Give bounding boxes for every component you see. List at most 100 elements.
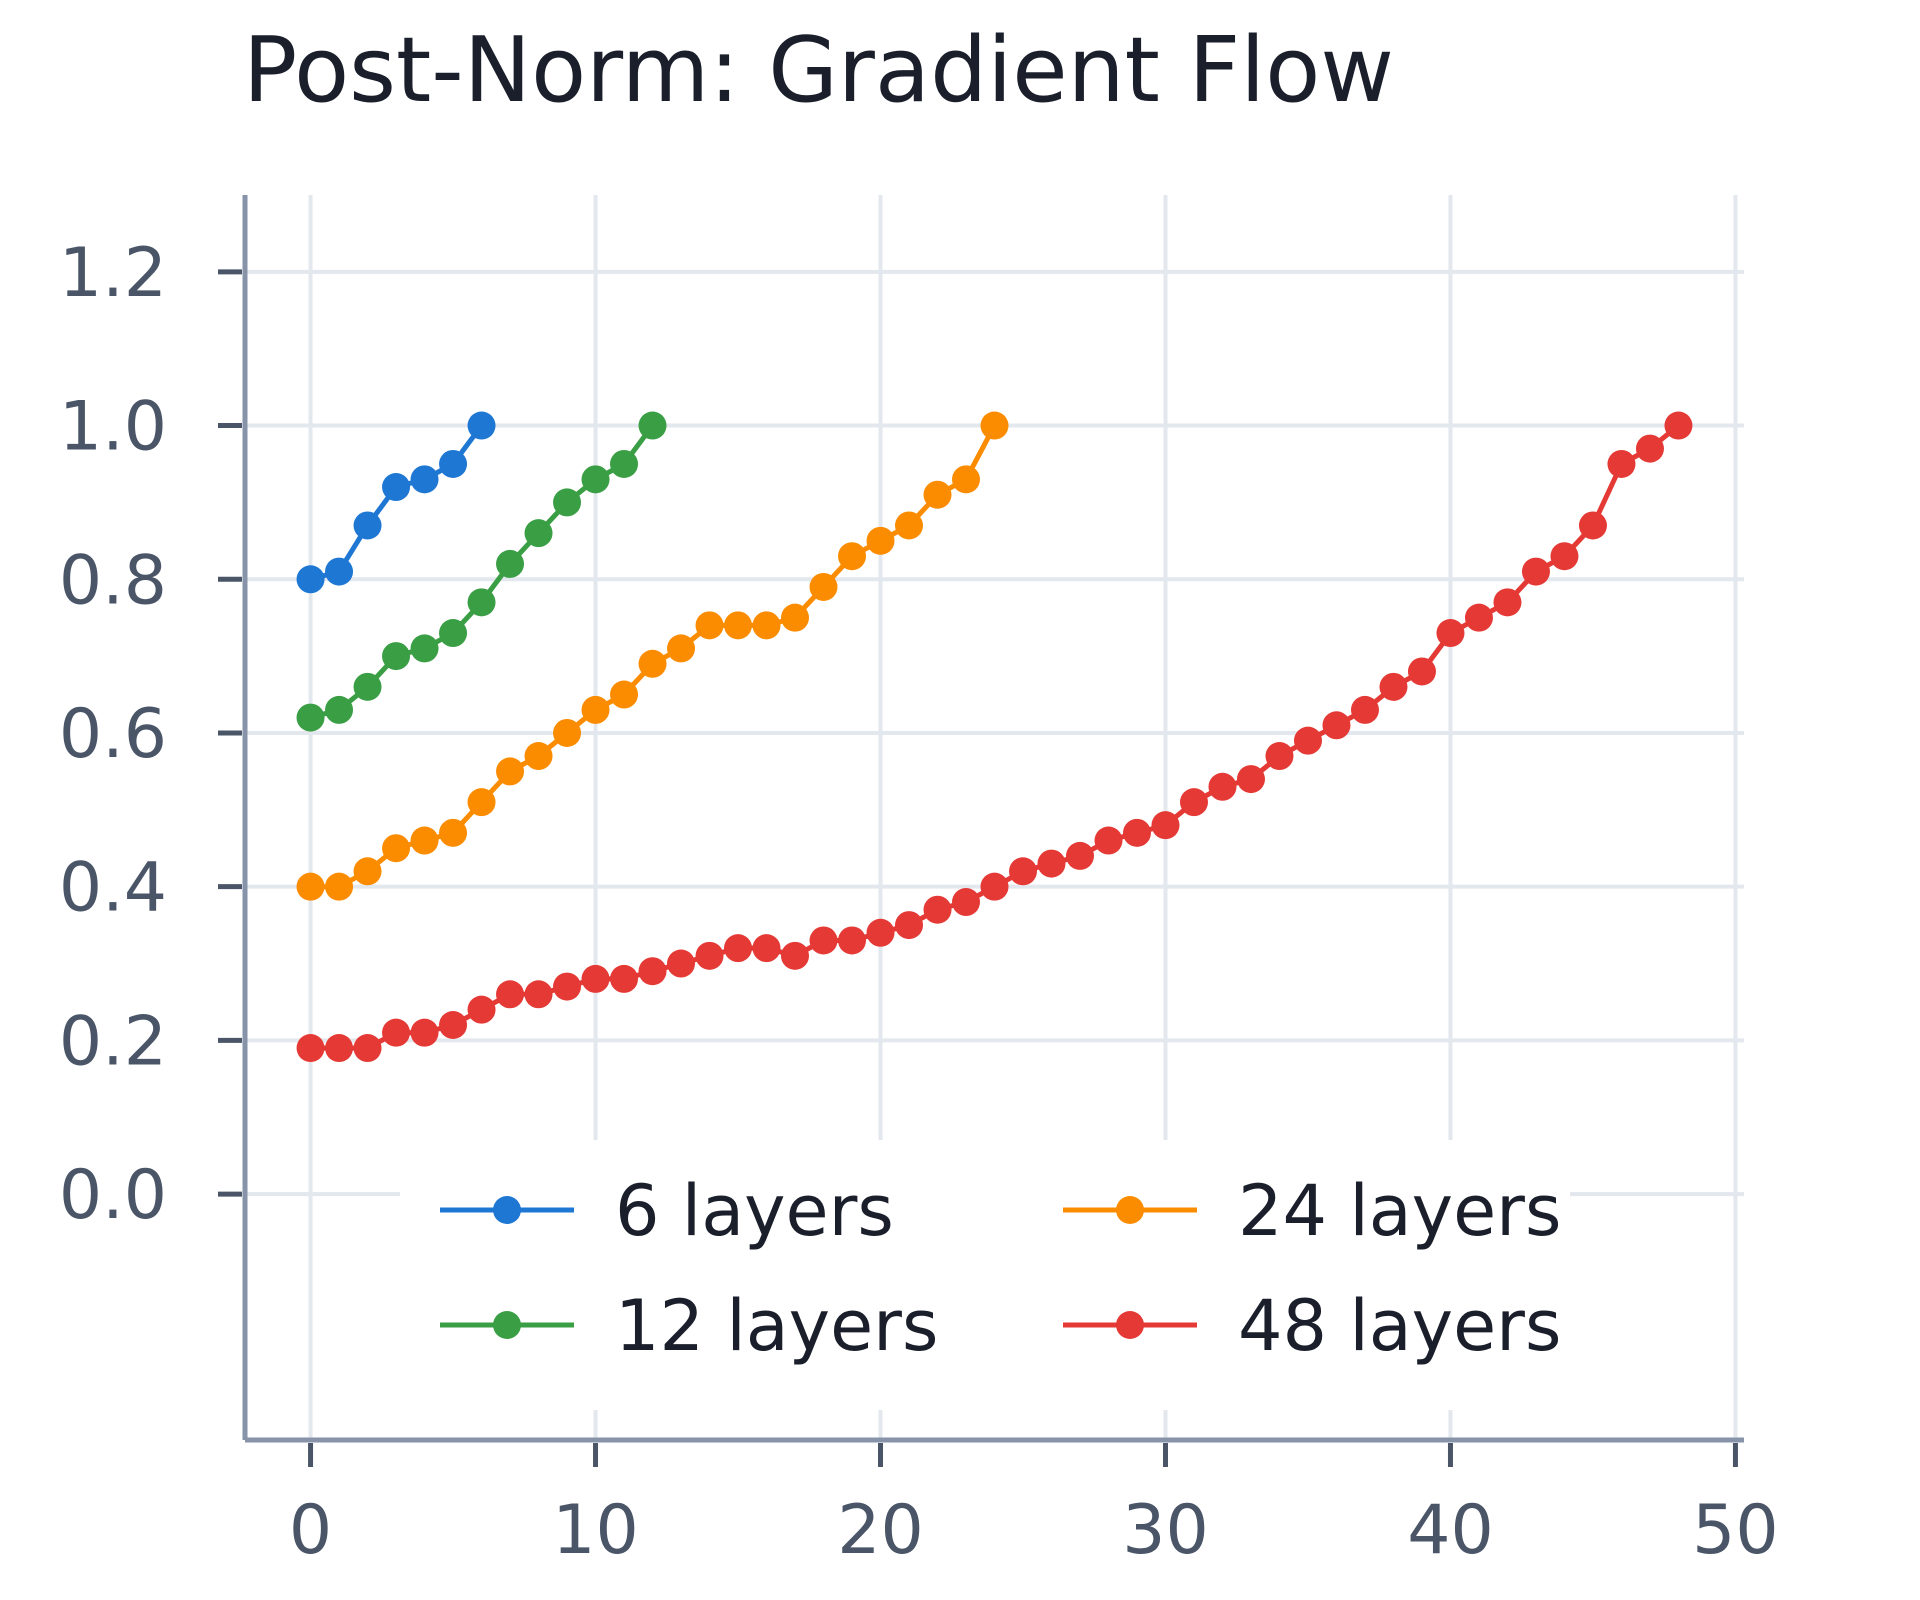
data-point-48-layers (1065, 841, 1094, 870)
data-point-48-layers (1493, 588, 1522, 617)
data-point-48-layers (1464, 603, 1493, 632)
series-12-layers (296, 411, 667, 732)
y-tick-label: 0.6 (59, 695, 167, 774)
axes: 0.0 0.2 0.4 0.6 0.8 1.0 1.2 0 10 20 30 40 50 (59, 195, 1779, 1570)
data-point-24-layers (296, 872, 325, 901)
data-point-24-layers (353, 857, 382, 886)
data-point-12-layers (553, 488, 582, 517)
legend: 6 layers 12 layers 24 layers 48 layers (400, 1140, 1570, 1410)
data-point-48-layers (296, 1034, 325, 1063)
data-point-12-layers (581, 465, 610, 494)
data-point-48-layers (1635, 434, 1664, 463)
data-point-24-layers (524, 742, 553, 771)
data-point-24-layers (952, 465, 981, 494)
y-tick-label: 0.2 (59, 1002, 167, 1081)
data-point-24-layers (695, 611, 724, 640)
data-point-24-layers (895, 511, 924, 540)
data-point-24-layers (752, 611, 781, 640)
legend-label-6-layers: 6 layers (615, 1170, 894, 1252)
data-point-48-layers (1550, 542, 1579, 571)
data-point-24-layers (667, 634, 696, 663)
x-tick-label: 0 (289, 1491, 332, 1570)
data-point-48-layers (980, 872, 1009, 901)
data-point-6-layers (410, 465, 439, 494)
data-point-12-layers (467, 588, 496, 617)
data-point-24-layers (809, 572, 838, 601)
data-point-48-layers (496, 980, 525, 1009)
data-point-24-layers (325, 872, 354, 901)
data-point-48-layers (1208, 772, 1237, 801)
series-6-layers (296, 411, 496, 594)
data-point-48-layers (838, 926, 867, 955)
data-point-12-layers (524, 519, 553, 548)
data-point-48-layers (895, 911, 924, 940)
data-point-48-layers (952, 888, 981, 917)
data-point-48-layers (1407, 657, 1436, 686)
data-point-24-layers (781, 603, 810, 632)
y-tick-label: 0.0 (59, 1156, 167, 1235)
x-tick-label: 20 (837, 1491, 924, 1570)
data-point-24-layers (980, 411, 1009, 440)
legend-swatch-marker-24-layers (1116, 1196, 1144, 1224)
data-point-48-layers (1236, 765, 1265, 794)
data-point-48-layers (781, 941, 810, 970)
legend-label-48-layers: 48 layers (1238, 1285, 1561, 1367)
data-point-24-layers (866, 526, 895, 555)
data-point-48-layers (1094, 826, 1123, 855)
data-point-48-layers (638, 957, 667, 986)
data-point-24-layers (610, 680, 639, 709)
data-point-12-layers (496, 549, 525, 578)
data-point-48-layers (1037, 849, 1066, 878)
data-point-48-layers (353, 1034, 382, 1063)
data-point-24-layers (638, 649, 667, 678)
grid (245, 195, 1744, 1440)
data-point-6-layers (467, 411, 496, 440)
data-point-48-layers (439, 1011, 468, 1039)
data-point-48-layers (553, 972, 582, 1001)
data-point-6-layers (325, 557, 354, 586)
data-point-12-layers (439, 619, 468, 648)
data-point-48-layers (382, 1018, 411, 1047)
data-point-48-layers (866, 918, 895, 947)
series-24-layers (296, 411, 1009, 901)
x-tick-label: 40 (1407, 1491, 1494, 1570)
data-point-48-layers (1322, 711, 1351, 740)
data-point-48-layers (1293, 726, 1322, 755)
data-point-48-layers (1350, 695, 1379, 724)
data-point-48-layers (1436, 619, 1465, 648)
data-point-12-layers (382, 642, 411, 671)
data-point-24-layers (581, 695, 610, 724)
data-point-48-layers (325, 1034, 354, 1063)
y-tick-label: 1.2 (59, 234, 167, 313)
data-point-12-layers (638, 411, 667, 440)
data-point-48-layers (1008, 857, 1037, 886)
data-point-48-layers (809, 926, 838, 955)
data-point-48-layers (1578, 511, 1607, 540)
data-point-24-layers (553, 718, 582, 747)
data-point-12-layers (325, 695, 354, 724)
data-point-48-layers (1607, 449, 1636, 478)
y-tick-label: 1.0 (59, 388, 167, 467)
data-point-48-layers (1179, 788, 1208, 817)
data-point-24-layers (838, 542, 867, 571)
data-point-24-layers (410, 826, 439, 855)
data-point-24-layers (923, 480, 952, 509)
series-48-layers (296, 411, 1693, 1063)
x-tick-label: 30 (1122, 1491, 1209, 1570)
data-point-6-layers (382, 473, 411, 502)
data-point-6-layers (439, 449, 468, 478)
data-point-48-layers (410, 1018, 439, 1047)
data-point-48-layers (752, 934, 781, 963)
legend-swatch-marker-6-layers (493, 1196, 521, 1224)
data-point-12-layers (610, 449, 639, 478)
x-tick-label: 10 (552, 1491, 639, 1570)
legend-label-24-layers: 24 layers (1238, 1170, 1561, 1252)
series-layer (296, 411, 1693, 1063)
x-tick-label: 50 (1692, 1491, 1779, 1570)
series-line-48-layers (310, 423, 1681, 1051)
data-point-48-layers (724, 934, 753, 963)
data-point-48-layers (1122, 818, 1151, 847)
data-point-6-layers (296, 565, 325, 594)
data-point-48-layers (581, 964, 610, 993)
data-point-48-layers (1379, 672, 1408, 701)
